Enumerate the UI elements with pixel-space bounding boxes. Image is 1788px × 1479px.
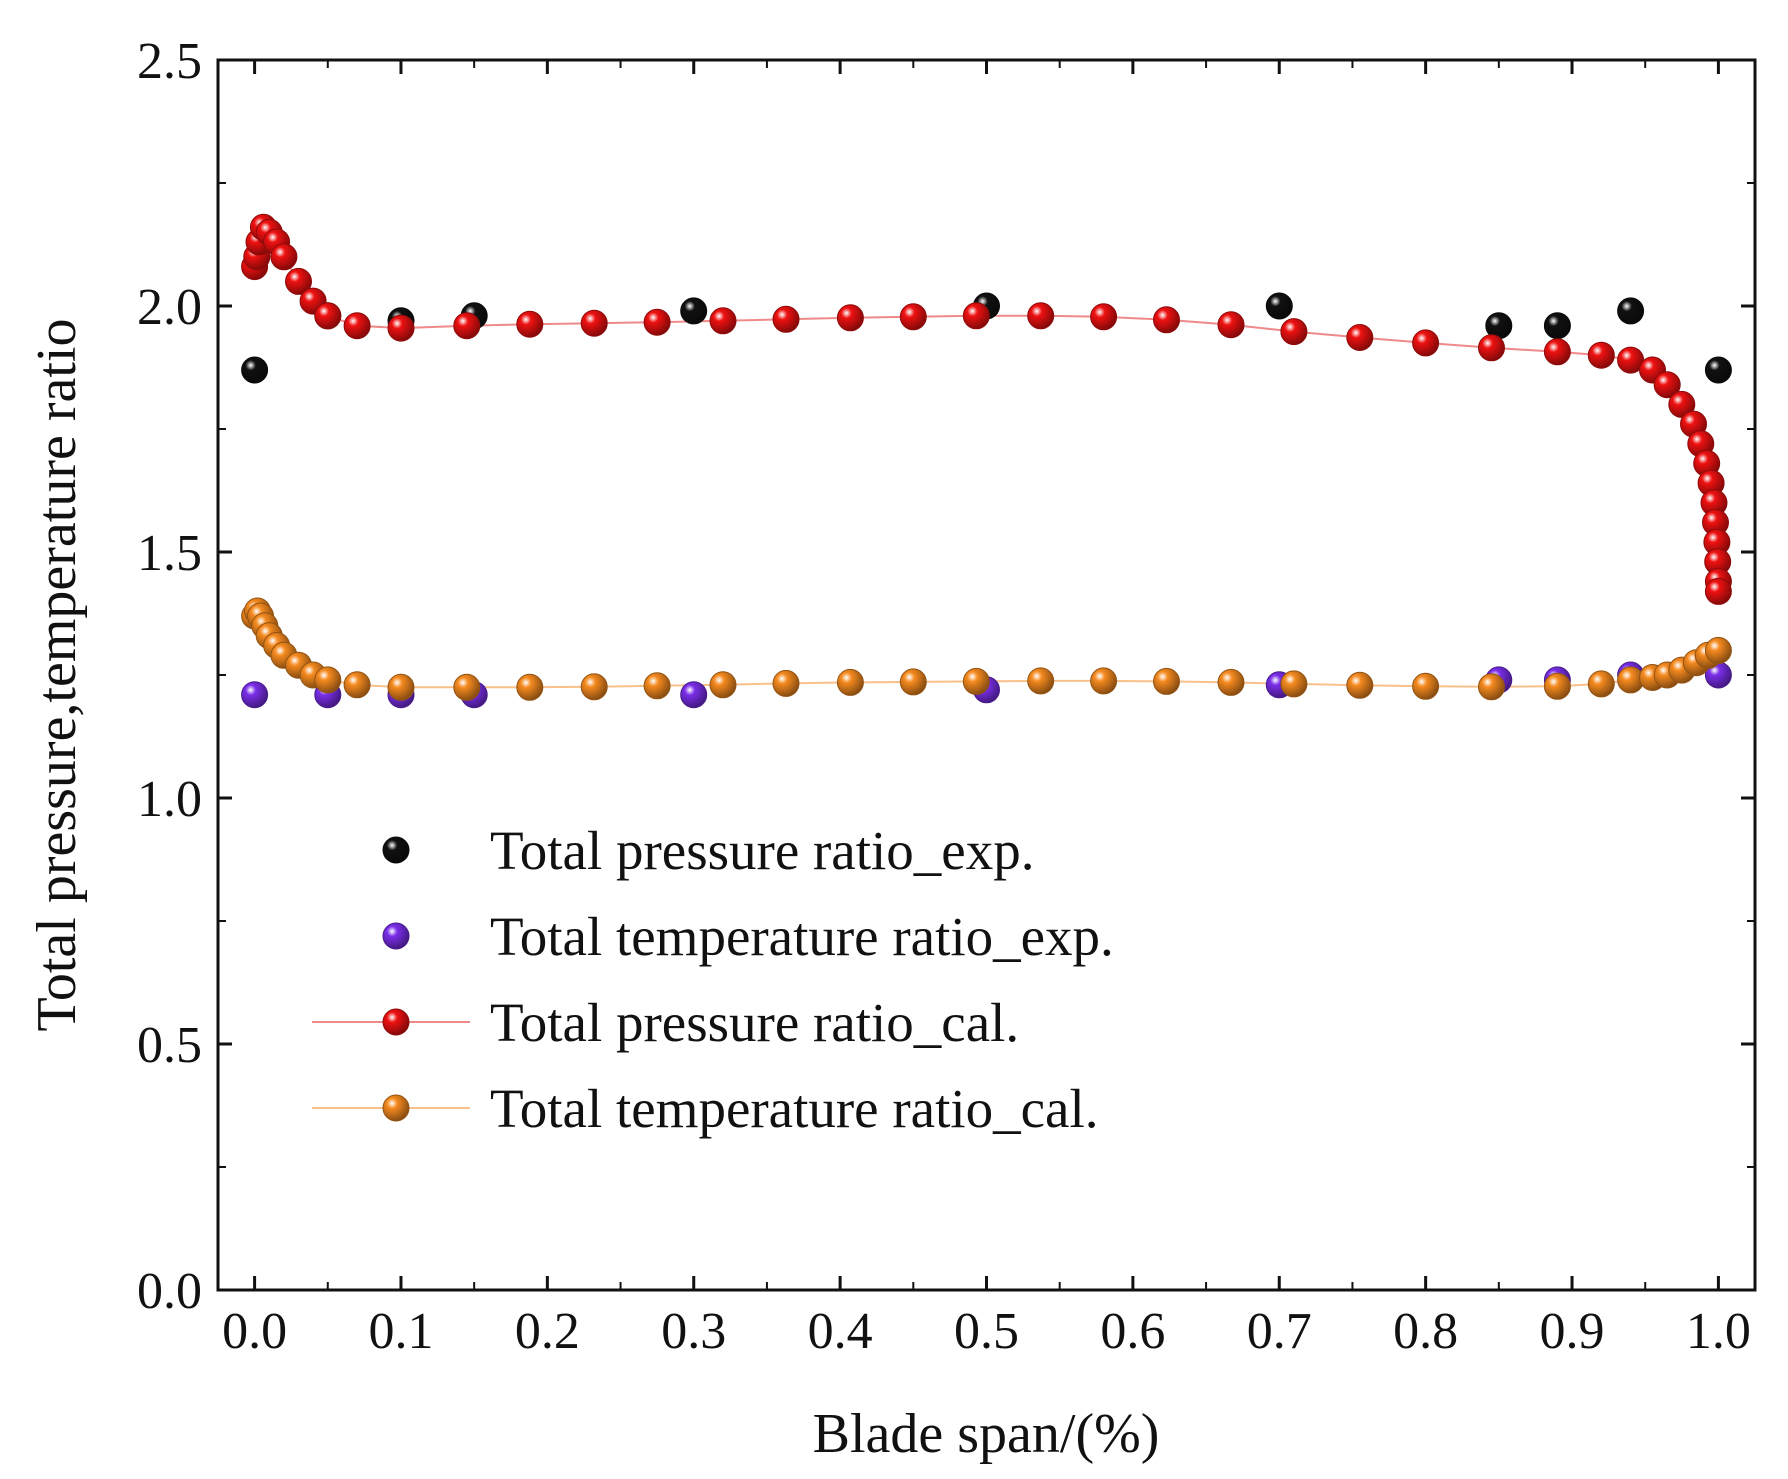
data-point [1478,334,1505,362]
series-line [253,225,1720,592]
data-point [1587,341,1615,369]
data-point [1412,329,1440,357]
plot-marks [241,213,1732,709]
data-point [387,673,415,701]
data-point [285,267,312,295]
data-point [1653,371,1681,399]
y-tick-label: 1.5 [137,525,202,582]
y-tick-label: 0.0 [137,1263,202,1320]
legend-marker [382,922,410,950]
data-point [899,303,927,331]
data-point [1090,667,1118,695]
data-point [1478,673,1505,701]
legend-label: Total temperature ratio_cal. [490,1078,1099,1139]
data-point [1704,577,1732,605]
data-point [643,308,671,336]
data-point [314,302,342,330]
data-point [1543,672,1571,700]
legend-marker [382,1094,410,1122]
data-point [1280,670,1308,698]
data-point [1090,303,1118,331]
data-point [1027,667,1055,695]
legend-marker [382,836,410,864]
data-point [270,243,298,271]
data-point [453,673,481,701]
data-point [1412,672,1440,700]
y-tick-label: 0.5 [137,1017,202,1074]
data-point [709,307,737,335]
x-tick-label: 1.0 [1686,1303,1751,1360]
data-point [962,667,990,695]
x-axis-title: Blade span/(%) [813,1403,1160,1465]
data-point [314,666,342,694]
data-point [836,304,864,332]
x-tick-label: 0.5 [954,1303,1019,1360]
data-point [1346,324,1374,351]
data-point [453,312,481,340]
y-axis-title: Total pressure,temperature ratio [26,319,88,1032]
data-point [709,671,737,699]
legend-label: Total temperature ratio_exp. [490,906,1114,967]
x-tick-label: 0.0 [222,1303,287,1360]
data-point [343,671,371,699]
data-point [1217,311,1245,339]
data-point [772,669,800,697]
x-tick-label: 0.6 [1100,1303,1165,1360]
data-point [580,309,608,337]
data-point [241,681,269,709]
axes: 0.0 0.1 0.2 0.3 0.4 0.5 0.6 0.7 0.8 0.9 1.0 0.0 0.5 1… [137,33,1755,1360]
data-point [241,356,269,384]
y-tick-label: 1.0 [137,771,202,828]
data-point [1617,297,1645,325]
data-point [1153,306,1180,334]
x-tick-label: 0.1 [368,1303,433,1360]
data-point [516,673,544,701]
x-tick-label: 0.4 [808,1303,873,1360]
data-point [343,312,371,340]
legend-marker [382,1008,410,1036]
legend: Total pressure ratio_exp. Total temperatu… [312,820,1114,1139]
data-point [1704,636,1732,664]
data-point [643,672,671,700]
data-point [899,668,927,696]
x-tick-label: 0.2 [515,1303,580,1360]
data-point [962,302,990,330]
data-point [1217,668,1245,696]
data-point [1704,356,1732,384]
x-tick-label: 0.7 [1247,1303,1312,1360]
y-tick-label: 2.0 [137,279,202,336]
data-point [680,297,708,325]
data-point [1280,318,1308,346]
data-point [387,314,415,342]
data-point [1543,338,1571,366]
data-point [1346,671,1374,699]
x-tick-label: 0.3 [661,1303,726,1360]
x-tick-label: 0.9 [1540,1303,1605,1360]
data-point [772,305,800,333]
data-point [580,673,608,701]
data-point [1027,302,1055,330]
data-point [836,668,864,696]
data-point [1587,670,1615,698]
legend-label: Total pressure ratio_cal. [490,992,1019,1053]
x-tick-label: 0.8 [1393,1303,1458,1360]
data-point [680,681,708,709]
data-point [516,310,544,338]
data-point [1543,312,1571,340]
data-point [1153,667,1180,695]
legend-label: Total pressure ratio_exp. [490,820,1034,881]
y-tick-label: 2.5 [137,33,202,90]
data-point [1265,292,1293,320]
